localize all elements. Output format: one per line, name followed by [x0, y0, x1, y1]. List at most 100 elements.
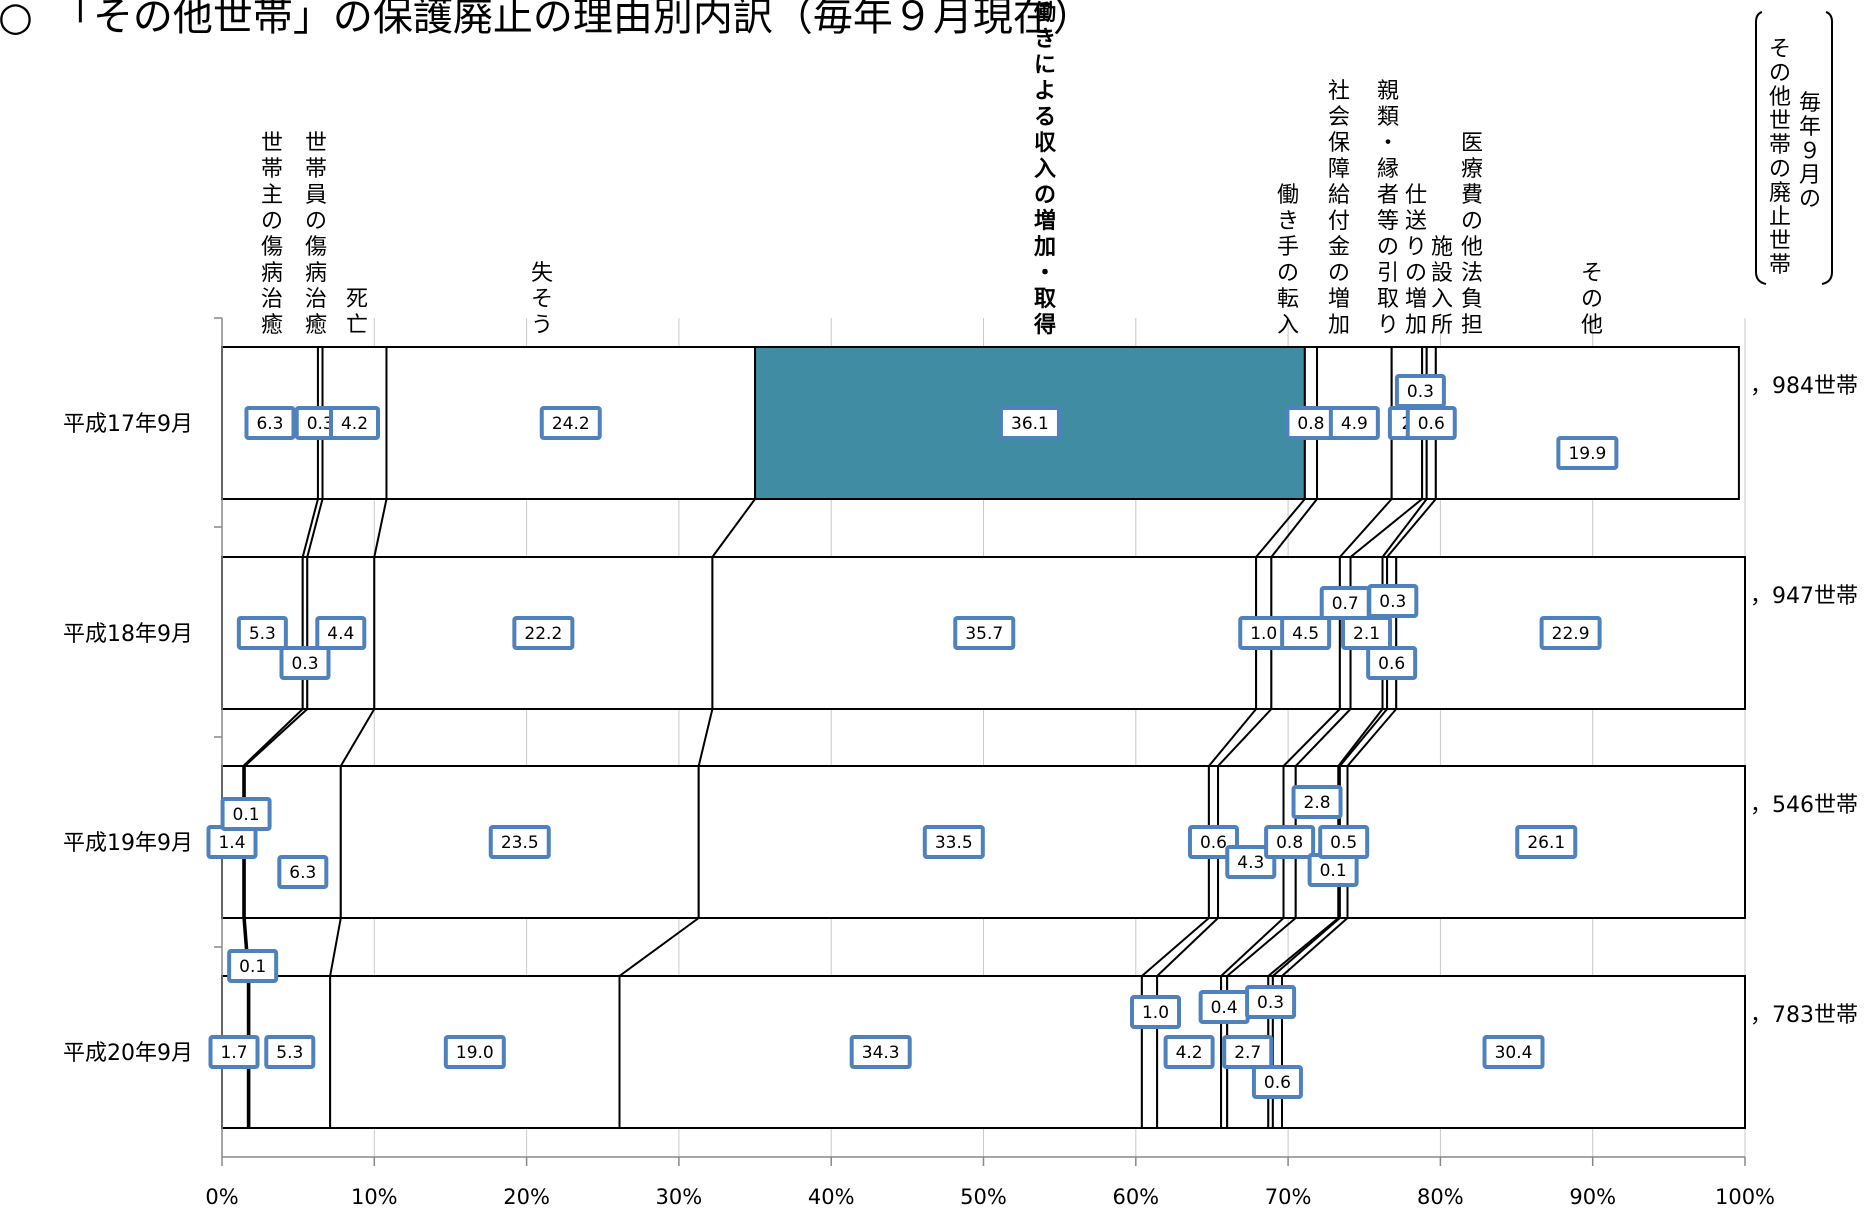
- data-label: 4.2: [1176, 1043, 1203, 1063]
- series-connector-line: [1337, 708, 1384, 767]
- data-label: 2.7: [1234, 1043, 1261, 1063]
- x-tick-label: 70%: [1265, 1185, 1312, 1209]
- series-connector-line: [711, 498, 756, 558]
- data-label-box: [1222, 1035, 1274, 1069]
- data-label: 34.3: [862, 1043, 900, 1063]
- data-label: 2.8: [1304, 793, 1331, 813]
- data-label: 0.6: [1418, 414, 1445, 434]
- data-label: 5.3: [249, 624, 276, 644]
- data-label: 22.2: [524, 624, 562, 644]
- data-label-box: [1130, 995, 1182, 1029]
- data-label: 0.3: [1257, 993, 1284, 1013]
- data-label: 26.1: [1527, 833, 1565, 853]
- data-label: 0.8: [1297, 414, 1324, 434]
- series-connector-line: [373, 498, 388, 558]
- data-label-box: [208, 1035, 260, 1069]
- row-label: 平成20年9月: [63, 1041, 193, 1066]
- series-connector-line: [1267, 917, 1339, 977]
- x-tick-label: 90%: [1569, 1185, 1616, 1209]
- data-label: 4.3: [1237, 853, 1264, 873]
- series-connector-line: [618, 917, 700, 977]
- data-label-box: [849, 1035, 912, 1069]
- data-label: 23.5: [501, 833, 539, 853]
- row-label: 平成18年9月: [63, 622, 193, 647]
- total-header-label: その他世帯の廃止世帯: [1769, 37, 1791, 278]
- series-connector-line: [1339, 498, 1393, 558]
- data-label-box: [998, 406, 1061, 440]
- category-label: 失そう: [531, 261, 553, 338]
- chart-title: ○ 「その他世帯」の保護廃止の理由別内訳（毎年９月現在）: [0, 0, 1093, 40]
- data-label: 5.3: [276, 1043, 303, 1063]
- data-label: 4.9: [1341, 414, 1368, 434]
- data-label-box: [227, 949, 279, 983]
- series-connector-line: [244, 708, 308, 767]
- category-label: 死亡: [346, 287, 368, 338]
- data-label: 1.0: [1142, 1003, 1169, 1023]
- data-label-box: [1328, 406, 1380, 440]
- data-label-box: [236, 616, 288, 650]
- data-label-box: [264, 1035, 316, 1069]
- data-label: 0.4: [1211, 998, 1238, 1018]
- data-label: 4.2: [341, 414, 368, 434]
- data-label: 33.5: [935, 833, 973, 853]
- series-connector-line: [329, 917, 342, 977]
- data-label-box: [512, 616, 575, 650]
- data-label-box: [220, 797, 272, 831]
- data-label: 1.0: [1250, 624, 1277, 644]
- category-label: 社会保障給付金の増加: [1328, 79, 1350, 338]
- category-label: 世帯主の傷病治癒: [261, 131, 283, 338]
- data-label-box: [488, 825, 551, 859]
- data-label-box: [1225, 845, 1277, 879]
- series-connector-line: [1281, 917, 1349, 977]
- series-connector-line: [1339, 708, 1388, 767]
- series-connector-line: [1386, 498, 1437, 558]
- data-label-box: [1251, 1065, 1303, 1099]
- series-connector-line: [1272, 917, 1341, 977]
- series-connector-line: [1270, 498, 1318, 558]
- data-label-box: [443, 1035, 506, 1069]
- data-label-box: [1163, 1035, 1215, 1069]
- data-label-box: [1366, 646, 1418, 680]
- x-tick-label: 0%: [205, 1185, 238, 1209]
- total-header-bracket: [1755, 11, 1833, 285]
- data-label: 4.5: [1292, 624, 1319, 644]
- data-label-box: [279, 646, 331, 680]
- data-label-box: [1291, 785, 1343, 819]
- category-label: 世帯員の傷病治癒: [305, 131, 327, 338]
- series-connector-line: [306, 498, 324, 558]
- data-label: 0.1: [1320, 861, 1347, 881]
- series-connector-line: [1141, 917, 1210, 977]
- series-connector-line: [1156, 917, 1219, 977]
- x-tick-label: 100%: [1715, 1185, 1775, 1209]
- data-label-box: [1318, 825, 1370, 859]
- data-label: 0.1: [239, 957, 266, 977]
- bar-segment: [1434, 346, 1740, 500]
- data-label: 1.7: [220, 1043, 247, 1063]
- series-connector-line: [1381, 498, 1428, 558]
- data-label: 0.6: [1264, 1073, 1291, 1093]
- series-connector-line: [1255, 498, 1306, 558]
- data-label: 1.4: [218, 833, 245, 853]
- series-connector-line: [1346, 708, 1397, 767]
- data-label: 0.3: [307, 414, 334, 434]
- data-label: 2.1: [1353, 624, 1380, 644]
- data-label-box: [244, 406, 296, 440]
- category-label: 仕送りの増加: [1405, 183, 1427, 338]
- row-total-label: ，947世帯: [1750, 584, 1858, 609]
- data-label-box: [1539, 616, 1602, 650]
- data-label: 6.3: [256, 414, 283, 434]
- data-label: 0.3: [291, 654, 318, 674]
- category-label: 施設入所: [1431, 235, 1453, 338]
- data-label-box: [1280, 616, 1332, 650]
- data-label: 22.9: [1552, 624, 1590, 644]
- data-label: 0.7: [1332, 594, 1359, 614]
- data-label: 36.1: [1011, 414, 1049, 434]
- data-label-box: [1264, 825, 1316, 859]
- x-tick-label: 20%: [503, 1185, 550, 1209]
- series-connector-line: [1294, 708, 1352, 767]
- series-connector-line: [1220, 917, 1285, 977]
- data-label-box: [1405, 406, 1457, 440]
- series-connector-line: [1226, 917, 1297, 977]
- category-label: その他: [1581, 261, 1603, 338]
